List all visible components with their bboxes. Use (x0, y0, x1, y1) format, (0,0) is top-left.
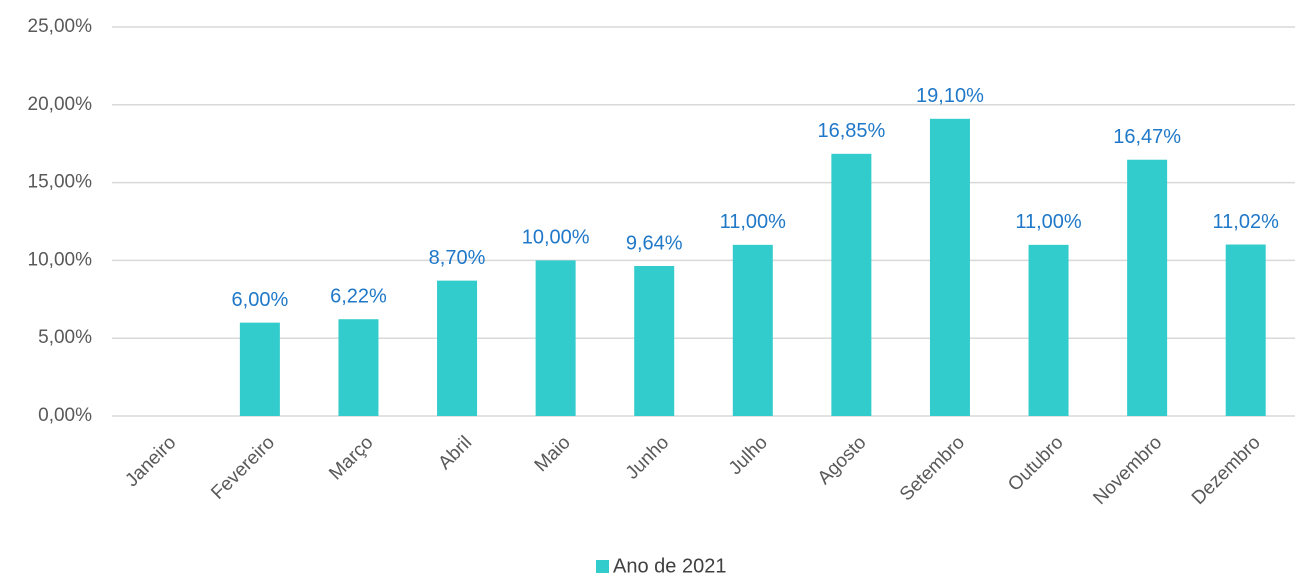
bar (1225, 244, 1266, 416)
bar (437, 280, 478, 416)
bar (1127, 159, 1168, 416)
x-tick-label: Novembro (1089, 432, 1166, 509)
y-tick-label: 0,00% (38, 405, 92, 426)
bar (831, 153, 872, 416)
legend-label: Ano de 2021 (613, 555, 726, 577)
x-tick-label: Dezembro (1188, 432, 1265, 509)
y-tick-label: 10,00% (28, 249, 93, 270)
legend-swatch (596, 560, 609, 573)
y-tick-label: 5,00% (38, 327, 92, 348)
x-tick-label: Fevereiro (207, 432, 279, 504)
x-tick-label: Outubro (1004, 432, 1067, 495)
data-label: 11,02% (1213, 211, 1280, 233)
y-tick-label: 25,00% (28, 16, 93, 37)
bar (1028, 244, 1069, 416)
data-label: 19,10% (916, 85, 984, 107)
data-label: 9,64% (626, 232, 683, 254)
x-tick-label: Maio (531, 432, 575, 476)
x-tick-label: Abril (434, 432, 476, 474)
data-label: 6,22% (330, 285, 387, 307)
x-tick-label: Setembro (896, 432, 969, 505)
bar (239, 322, 280, 416)
data-label: 10,00% (522, 227, 590, 249)
data-label: 11,00% (1015, 211, 1082, 233)
x-tick-label: Julho (725, 432, 772, 479)
data-label: 16,85% (817, 120, 885, 142)
x-tick-label: Março (325, 432, 377, 484)
bar (338, 319, 379, 416)
y-tick-label: 20,00% (28, 94, 93, 115)
data-label: 16,47% (1113, 126, 1181, 148)
x-tick-label: Janeiro (121, 432, 180, 491)
y-tick-label: 15,00% (28, 172, 93, 193)
x-tick-label: Junho (622, 432, 673, 483)
bar (929, 118, 970, 416)
data-label: 8,70% (429, 247, 486, 269)
data-label: 11,00% (720, 211, 787, 233)
data-label: 6,00% (232, 289, 289, 311)
x-tick-label: Agosto (814, 432, 871, 489)
bar (535, 260, 576, 416)
bar (634, 266, 675, 416)
bar (732, 244, 773, 416)
